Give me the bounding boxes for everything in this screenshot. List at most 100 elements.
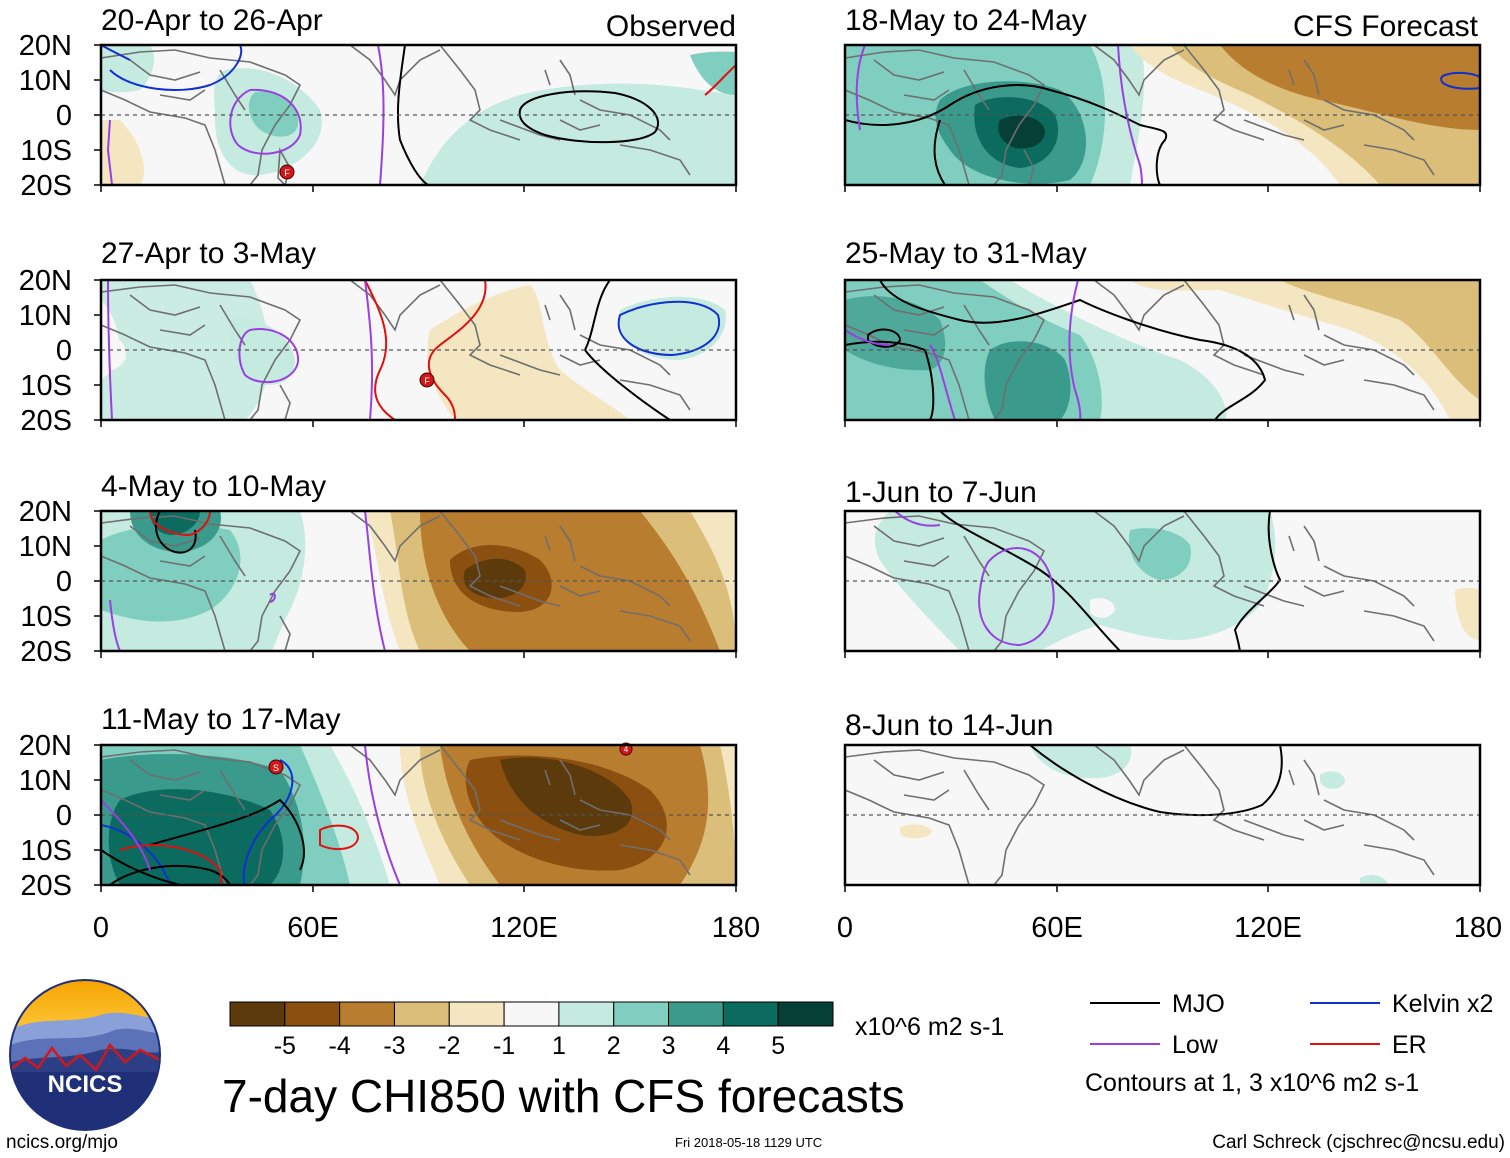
colorbar-swatch: [722, 1001, 779, 1027]
continents: [845, 45, 1435, 185]
colorbar-swatch: [668, 1001, 724, 1027]
colorbar-swatch: [393, 1001, 450, 1027]
label-cfs-forecast: CFS Forecast: [1293, 10, 1479, 43]
main-title: 7-day CHI850 with CFS forecasts: [222, 1070, 905, 1122]
colorbar-swatch: [613, 1001, 670, 1027]
colorbar-swatch: [339, 1001, 395, 1027]
chi-anomaly-field: [874, 511, 1480, 651]
colorbar-tick-label: 4: [716, 1032, 730, 1060]
colorbar-tick-label: -5: [274, 1032, 296, 1060]
author-credit: Carl Schreck (cjschrec@ncsu.edu): [1212, 1132, 1505, 1153]
colorbar-tick-label: 1: [552, 1032, 566, 1060]
x-tick: 120E: [1234, 912, 1302, 944]
y-tick: 20N: [19, 30, 72, 62]
y-tick: 10N: [19, 300, 72, 332]
website-link[interactable]: ncics.org/mjo: [6, 1132, 118, 1153]
y-tick: 10S: [20, 370, 72, 402]
legend-label-kelvin: Kelvin x2: [1392, 990, 1493, 1018]
x-tick: 180: [1454, 912, 1502, 944]
storm-marker-label: S: [273, 763, 279, 773]
colorbar-tick-label: -1: [493, 1032, 515, 1060]
y-tick: 0: [56, 566, 72, 598]
colorbar: -5 -4 -3 -2 -1 1 2 3 4 5: [229, 1001, 834, 1060]
x-tick: 180: [712, 912, 760, 944]
storm-marker-label: F: [284, 168, 290, 178]
wave-contours: [107, 280, 721, 420]
y-tick: 20N: [19, 730, 72, 762]
x-tick: 120E: [490, 912, 558, 944]
panel-title-p6: 25-May to 31-May: [845, 237, 1087, 270]
panel-title-p7: 1-Jun to 7-Jun: [845, 476, 1037, 509]
x-tick: 0: [837, 912, 853, 944]
timestamp: Fri 2018-05-18 1129 UTC: [675, 1135, 822, 1150]
y-tick: 10S: [20, 601, 72, 633]
panel-title-p2: 27-Apr to 3-May: [101, 237, 316, 270]
colorbar-tick-label: 5: [771, 1032, 785, 1060]
colorbar-swatch: [229, 1001, 286, 1027]
colorbar-tick-label: -4: [329, 1032, 351, 1060]
continents: [101, 511, 691, 651]
legend-note: Contours at 1, 3 x10^6 m2 s-1: [1085, 1069, 1419, 1097]
storm-marker-label: F: [424, 376, 430, 386]
legend-label-er: ER: [1392, 1031, 1427, 1059]
x-axis-labels-left: 0 60E 120E 180: [93, 912, 760, 944]
y-tick: 20S: [20, 636, 72, 668]
colorbar-tick-label: 2: [607, 1032, 621, 1060]
y-tick: 10N: [19, 765, 72, 797]
y-tick: 10N: [19, 65, 72, 97]
panel-title-p5: 18-May to 24-May: [845, 4, 1087, 37]
y-tick: 10S: [20, 135, 72, 167]
continents: [101, 280, 691, 420]
logo-text: NCICS: [48, 1071, 123, 1098]
legend-label-low: Low: [1172, 1031, 1219, 1059]
panel-title-p4: 11-May to 17-May: [101, 703, 341, 736]
x-axis-labels-right: 0 60E 120E 180: [837, 912, 1502, 944]
y-axis-labels-p1: 20N 10N 0 10S 20S: [19, 30, 72, 202]
panel-title-p8: 8-Jun to 14-Jun: [845, 709, 1053, 742]
colorbar-swatch: [284, 1001, 341, 1027]
y-tick: 0: [56, 100, 72, 132]
wave-contours: [894, 511, 1282, 651]
equator-lines: [101, 114, 1480, 816]
legend: MJO Kelvin x2 Low ER Contours at 1, 3 x1…: [1085, 990, 1493, 1097]
wave-contours: [109, 511, 386, 651]
y-tick: 20S: [20, 170, 72, 202]
panel-title-p3: 4-May to 10-May: [101, 470, 326, 503]
y-tick: 0: [56, 800, 72, 832]
continents: [845, 745, 1435, 885]
colorbar-swatch: [558, 1001, 615, 1027]
continents: [101, 745, 691, 885]
storm-marker: S: [268, 759, 284, 775]
y-axis-labels-p2: 20N 10N 0 10S 20S: [19, 265, 72, 437]
y-tick: 10S: [20, 835, 72, 867]
storm-marker: F: [279, 164, 295, 180]
storm-marker: F: [419, 372, 435, 388]
wave-contours: [845, 280, 1267, 420]
wave-contours: [845, 45, 1480, 185]
colorbar-swatch: [777, 1001, 834, 1027]
axis-ticks: [94, 44, 1481, 892]
y-tick: 20N: [19, 496, 72, 528]
colorbar-swatch: [448, 1001, 505, 1027]
colorbar-units: x10^6 m2 s-1: [855, 1013, 1004, 1041]
colorbar-tick-label: -3: [383, 1032, 405, 1060]
ncics-logo: NCICS: [9, 979, 161, 1131]
continents: [845, 511, 1435, 651]
colorbar-tick-label: -2: [438, 1032, 460, 1060]
colorbar-tick-label: 3: [662, 1032, 676, 1060]
wave-contours: [101, 45, 736, 185]
chi-anomaly-field: [101, 280, 726, 420]
storm-marker-label: 4: [624, 745, 629, 754]
y-tick: 0: [56, 335, 72, 367]
legend-label-mjo: MJO: [1172, 990, 1225, 1018]
x-tick: 60E: [287, 912, 339, 944]
y-axis-labels-p3: 20N 10N 0 10S 20S: [19, 496, 72, 668]
panel-title-p1: 20-Apr to 26-Apr: [101, 4, 323, 37]
y-tick: 20N: [19, 265, 72, 297]
panel-p4: S 4: [101, 742, 736, 885]
x-tick: 60E: [1031, 912, 1083, 944]
colorbar-swatch: [503, 1001, 560, 1027]
y-tick: 10N: [19, 531, 72, 563]
wave-contours: [101, 745, 401, 885]
